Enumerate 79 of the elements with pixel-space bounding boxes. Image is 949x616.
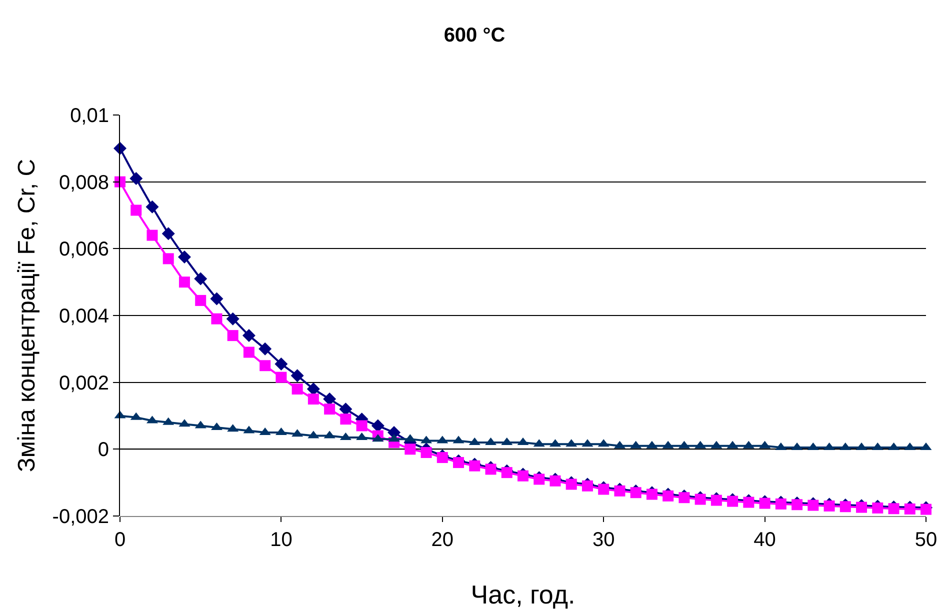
chart-title: 600 °C: [444, 24, 506, 47]
point: [824, 500, 835, 512]
point: [678, 492, 690, 504]
point: [534, 474, 545, 485]
y-axis-title: Зміна концентрації Fe, Cr, C: [13, 158, 40, 472]
point: [792, 499, 803, 510]
point: [290, 369, 304, 382]
point: [194, 272, 208, 286]
x-tick-label: 50: [914, 529, 938, 551]
point: [566, 478, 577, 490]
point: [404, 444, 416, 455]
x-tick-label: 10: [270, 529, 292, 551]
point: [872, 502, 884, 514]
point: [162, 227, 175, 240]
point: [258, 342, 272, 356]
point: [227, 330, 238, 342]
point: [130, 204, 142, 216]
point: [453, 457, 464, 468]
y-tick-label: 0,002: [58, 372, 109, 394]
point: [243, 346, 254, 358]
point: [582, 480, 593, 492]
point: [856, 502, 868, 513]
point: [308, 394, 319, 405]
point: [888, 503, 900, 514]
y-tick-label: 0,004: [58, 306, 109, 328]
point: [178, 276, 190, 288]
point: [178, 250, 191, 264]
point: [550, 475, 561, 486]
point: [323, 392, 336, 406]
x-tick-label: 0: [114, 529, 126, 551]
point: [324, 404, 336, 415]
point: [518, 470, 528, 482]
point: [356, 420, 368, 432]
point: [340, 414, 352, 425]
y-tick-label: 0,006: [58, 238, 109, 261]
point: [808, 500, 819, 511]
x-tick-label: 40: [754, 529, 776, 551]
point: [598, 484, 610, 495]
point: [662, 490, 674, 502]
point: [694, 494, 706, 505]
point: [339, 402, 352, 416]
x-axis-title: Час, год.: [470, 580, 576, 610]
point: [436, 452, 448, 464]
y-tick-label: 0,008: [58, 172, 109, 194]
point: [130, 172, 143, 185]
point: [420, 447, 432, 458]
point: [195, 294, 206, 306]
point: [211, 313, 222, 324]
y-tick-label: 0,01: [70, 105, 109, 127]
point: [371, 419, 384, 432]
y-tick-label: -0,002: [52, 506, 109, 528]
point: [469, 460, 480, 472]
point: [226, 312, 240, 326]
point: [146, 200, 159, 214]
point: [759, 498, 770, 509]
point: [775, 498, 786, 510]
point: [501, 467, 512, 478]
point: [630, 487, 642, 498]
point: [162, 253, 174, 264]
point: [920, 504, 932, 515]
point: [743, 496, 754, 508]
point: [306, 382, 320, 396]
point: [210, 292, 224, 306]
point: [292, 384, 303, 395]
y-tick-label: 0: [98, 439, 109, 462]
point: [727, 496, 738, 507]
point: [485, 464, 496, 475]
x-tick-label: 20: [431, 529, 454, 551]
point: [646, 488, 658, 500]
point: [710, 494, 722, 506]
point: [260, 360, 271, 372]
point: [242, 329, 256, 342]
point: [614, 485, 626, 496]
point: [274, 357, 288, 370]
point: [840, 501, 851, 512]
point: [146, 230, 158, 241]
point: [904, 503, 916, 514]
point: [276, 372, 287, 383]
x-tick-label: 30: [592, 529, 615, 551]
